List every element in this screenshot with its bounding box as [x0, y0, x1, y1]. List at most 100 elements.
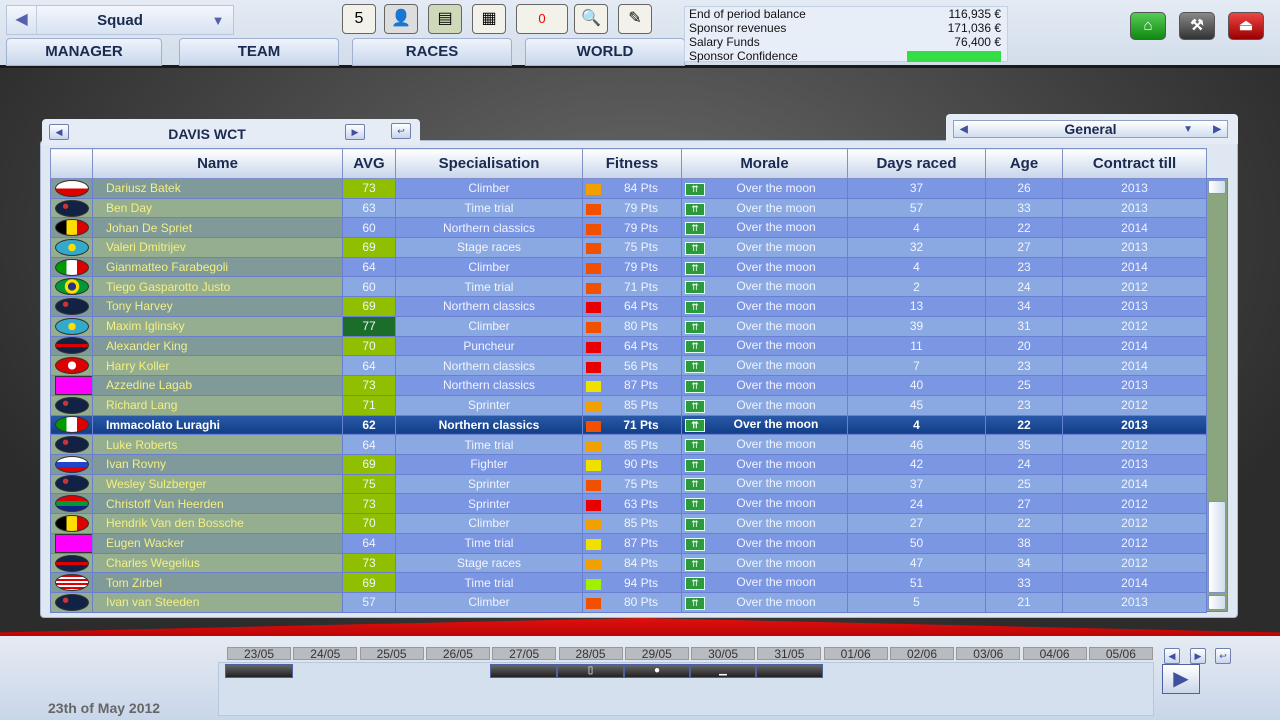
scroll-up-button[interactable] [1208, 180, 1226, 194]
rider-row[interactable]: Tony Harvey 69 Northern classics 64 Pts … [50, 296, 1207, 317]
rider-row[interactable]: Azzedine Lagab 73 Northern classics 87 P… [50, 374, 1207, 396]
squad-selector[interactable]: ◀ Squad ▼ [6, 5, 234, 35]
timeline-date[interactable]: 25/05 [359, 647, 424, 660]
rider-name[interactable]: Hendrik Van den Bossche [92, 513, 343, 534]
home-icon[interactable]: ⌂ [1130, 12, 1166, 40]
rider-row[interactable]: Maxim Iglinsky 77 Climber 80 Pts ⇈ Over t… [50, 315, 1207, 337]
search-icon[interactable]: 🔍 [574, 4, 608, 34]
timeline-date[interactable]: 27/05 [492, 647, 557, 660]
timeline-date[interactable]: 30/05 [691, 647, 756, 660]
timeline-date[interactable]: 31/05 [757, 647, 822, 660]
timeline-date[interactable]: 03/06 [956, 647, 1021, 660]
continue-button[interactable]: ▶ [1162, 664, 1200, 694]
timeline-date[interactable]: 28/05 [558, 647, 623, 660]
timeline-event[interactable] [490, 664, 557, 678]
rider-name[interactable]: Tiego Gasparotto Justo [92, 276, 343, 298]
phone-icon[interactable]: ▯ [557, 664, 624, 678]
rider-row[interactable]: Christoff Van Heerden 73 Sprinter 63 Pts… [50, 493, 1207, 514]
timeline-date[interactable]: 05/06 [1088, 647, 1153, 660]
rider-name[interactable]: Johan De Spriet [92, 217, 343, 239]
timeline-date[interactable]: 26/05 [425, 647, 490, 660]
rider-row[interactable]: Luke Roberts 64 Time trial 85 Pts ⇈ Over … [50, 434, 1207, 455]
column-header[interactable]: Contract till [1062, 148, 1207, 179]
rider-name[interactable]: Harry Koller [92, 355, 343, 376]
rider-name[interactable]: Charles Wegelius [92, 552, 343, 574]
chevron-down-icon[interactable]: ▼ [1183, 124, 1193, 135]
rider-row[interactable]: Richard Lang 71 Sprinter 85 Pts ⇈ Over th… [50, 394, 1207, 416]
rider-row[interactable]: Ivan van Steeden 57 Climber 80 Pts ⇈ Over… [50, 592, 1207, 613]
rider-row[interactable]: Valeri Dmitrijev 69 Stage races 75 Pts ⇈… [50, 237, 1207, 258]
tab-manager[interactable]: MANAGER [6, 38, 162, 66]
view-selector[interactable]: ◀ General ▼ ▶ [953, 120, 1228, 138]
clock-icon[interactable]: ● [624, 664, 690, 678]
tab-world[interactable]: WORLD [525, 38, 685, 66]
rider-name[interactable]: Alexander King [92, 335, 343, 357]
rider-row[interactable]: Ivan Rovny 69 Fighter 90 Pts ⇈ Over the m… [50, 453, 1207, 475]
rider-row[interactable]: Eugen Wacker 64 Time trial 87 Pts ⇈ Over … [50, 532, 1207, 554]
scroll-down-button[interactable] [1208, 595, 1226, 610]
race-icon[interactable]: ▁ [690, 664, 756, 678]
rider-row[interactable]: Charles Wegelius 73 Stage races 84 Pts ⇈… [50, 552, 1207, 574]
timeline-prev-button[interactable]: ◀ [1164, 648, 1180, 664]
rider-row[interactable]: Dariusz Batek 73 Climber 84 Pts ⇈ Over th… [50, 178, 1207, 199]
next-team-button[interactable]: ▶ [345, 124, 365, 140]
rider-name[interactable]: Dariusz Batek [92, 178, 343, 199]
next-view-icon[interactable]: ▶ [1213, 124, 1221, 135]
column-header[interactable]: AVG [342, 148, 396, 179]
column-header[interactable]: Fitness [582, 148, 682, 179]
rider-row[interactable]: Johan De Spriet 60 Northern classics 79 … [50, 217, 1207, 239]
timeline-next-button[interactable]: ▶ [1190, 648, 1206, 664]
rider-row[interactable]: Tom Zirbel 69 Time trial 94 Pts ⇈ Over th… [50, 572, 1207, 594]
timeline-date[interactable]: 01/06 [823, 647, 888, 660]
column-header[interactable]: Specialisation [395, 148, 583, 179]
chevron-down-icon[interactable]: ▼ [211, 12, 225, 28]
rider-name[interactable]: Ivan Rovny [92, 453, 343, 475]
rider-name[interactable]: Ivan van Steeden [92, 592, 343, 613]
rider-name[interactable]: Wesley Sulzberger [92, 473, 343, 495]
column-header[interactable]: Name [92, 148, 343, 179]
rider-icon[interactable]: 👤 [384, 4, 418, 34]
notes-icon[interactable]: ✎ [618, 4, 652, 34]
rider-name[interactable]: Tom Zirbel [92, 572, 343, 594]
rider-row[interactable]: Alexander King 70 Puncheur 64 Pts ⇈ Over … [50, 335, 1207, 357]
timeline-event[interactable] [225, 664, 293, 678]
tab-races[interactable]: RACES [352, 38, 512, 66]
rider-name[interactable]: Richard Lang [92, 394, 343, 416]
timeline-event[interactable] [756, 664, 823, 678]
rider-name[interactable]: Gianmatteo Farabegoli [92, 256, 343, 278]
rider-name[interactable]: Luke Roberts [92, 434, 343, 455]
rider-name[interactable]: Eugen Wacker [92, 532, 343, 554]
rider-row[interactable]: Hendrik Van den Bossche 70 Climber 85 Pt… [50, 513, 1207, 534]
timeline-date[interactable]: 04/06 [1022, 647, 1087, 660]
rider-name[interactable]: Azzedine Lagab [92, 374, 343, 396]
rider-row[interactable]: Immacolato Luraghi 62 Northern classics … [50, 414, 1207, 436]
refresh-icon[interactable]: ↩ [391, 123, 411, 139]
timeline-date[interactable]: 29/05 [624, 647, 689, 660]
rider-name[interactable]: Immacolato Luraghi [92, 414, 343, 436]
rider-name[interactable]: Valeri Dmitrijev [92, 237, 343, 258]
prev-view-icon[interactable]: ◀ [960, 124, 968, 135]
rider-row[interactable]: Harry Koller 64 Northern classics 56 Pts… [50, 355, 1207, 376]
exit-icon[interactable]: ⏏ [1228, 12, 1264, 40]
tools-icon[interactable]: ⚒ [1179, 12, 1215, 40]
scroll-thumb[interactable] [1208, 501, 1226, 593]
newspaper-icon[interactable]: ▦ [472, 4, 506, 34]
rider-row[interactable]: Wesley Sulzberger 75 Sprinter 75 Pts ⇈ Ov… [50, 473, 1207, 495]
tab-team[interactable]: TEAM [179, 38, 339, 66]
prev-team-button[interactable]: ◀ [49, 124, 69, 140]
rider-name[interactable]: Ben Day [92, 197, 343, 219]
rider-name[interactable]: Maxim Iglinsky [92, 315, 343, 337]
rider-name[interactable]: Christoff Van Heerden [92, 493, 343, 514]
timeline-reset-icon[interactable]: ↩ [1215, 648, 1231, 664]
back-arrow-icon[interactable]: ◀ [7, 6, 37, 34]
rider-row[interactable]: Tiego Gasparotto Justo 60 Time trial 71 … [50, 276, 1207, 298]
rider-row[interactable]: Ben Day 63 Time trial 79 Pts ⇈ Over the m… [50, 197, 1207, 219]
mail-icon[interactable]: 0 [516, 4, 568, 34]
rider-row[interactable]: Gianmatteo Farabegoli 64 Climber 79 Pts … [50, 256, 1207, 278]
column-header[interactable]: Age [985, 148, 1063, 179]
rider-name[interactable]: Tony Harvey [92, 296, 343, 317]
column-header[interactable]: Days raced [847, 148, 986, 179]
calendar-icon[interactable]: 5 [342, 4, 376, 34]
timeline-date[interactable]: 23/05 [227, 647, 291, 660]
money-icon[interactable]: ▤ [428, 4, 462, 34]
